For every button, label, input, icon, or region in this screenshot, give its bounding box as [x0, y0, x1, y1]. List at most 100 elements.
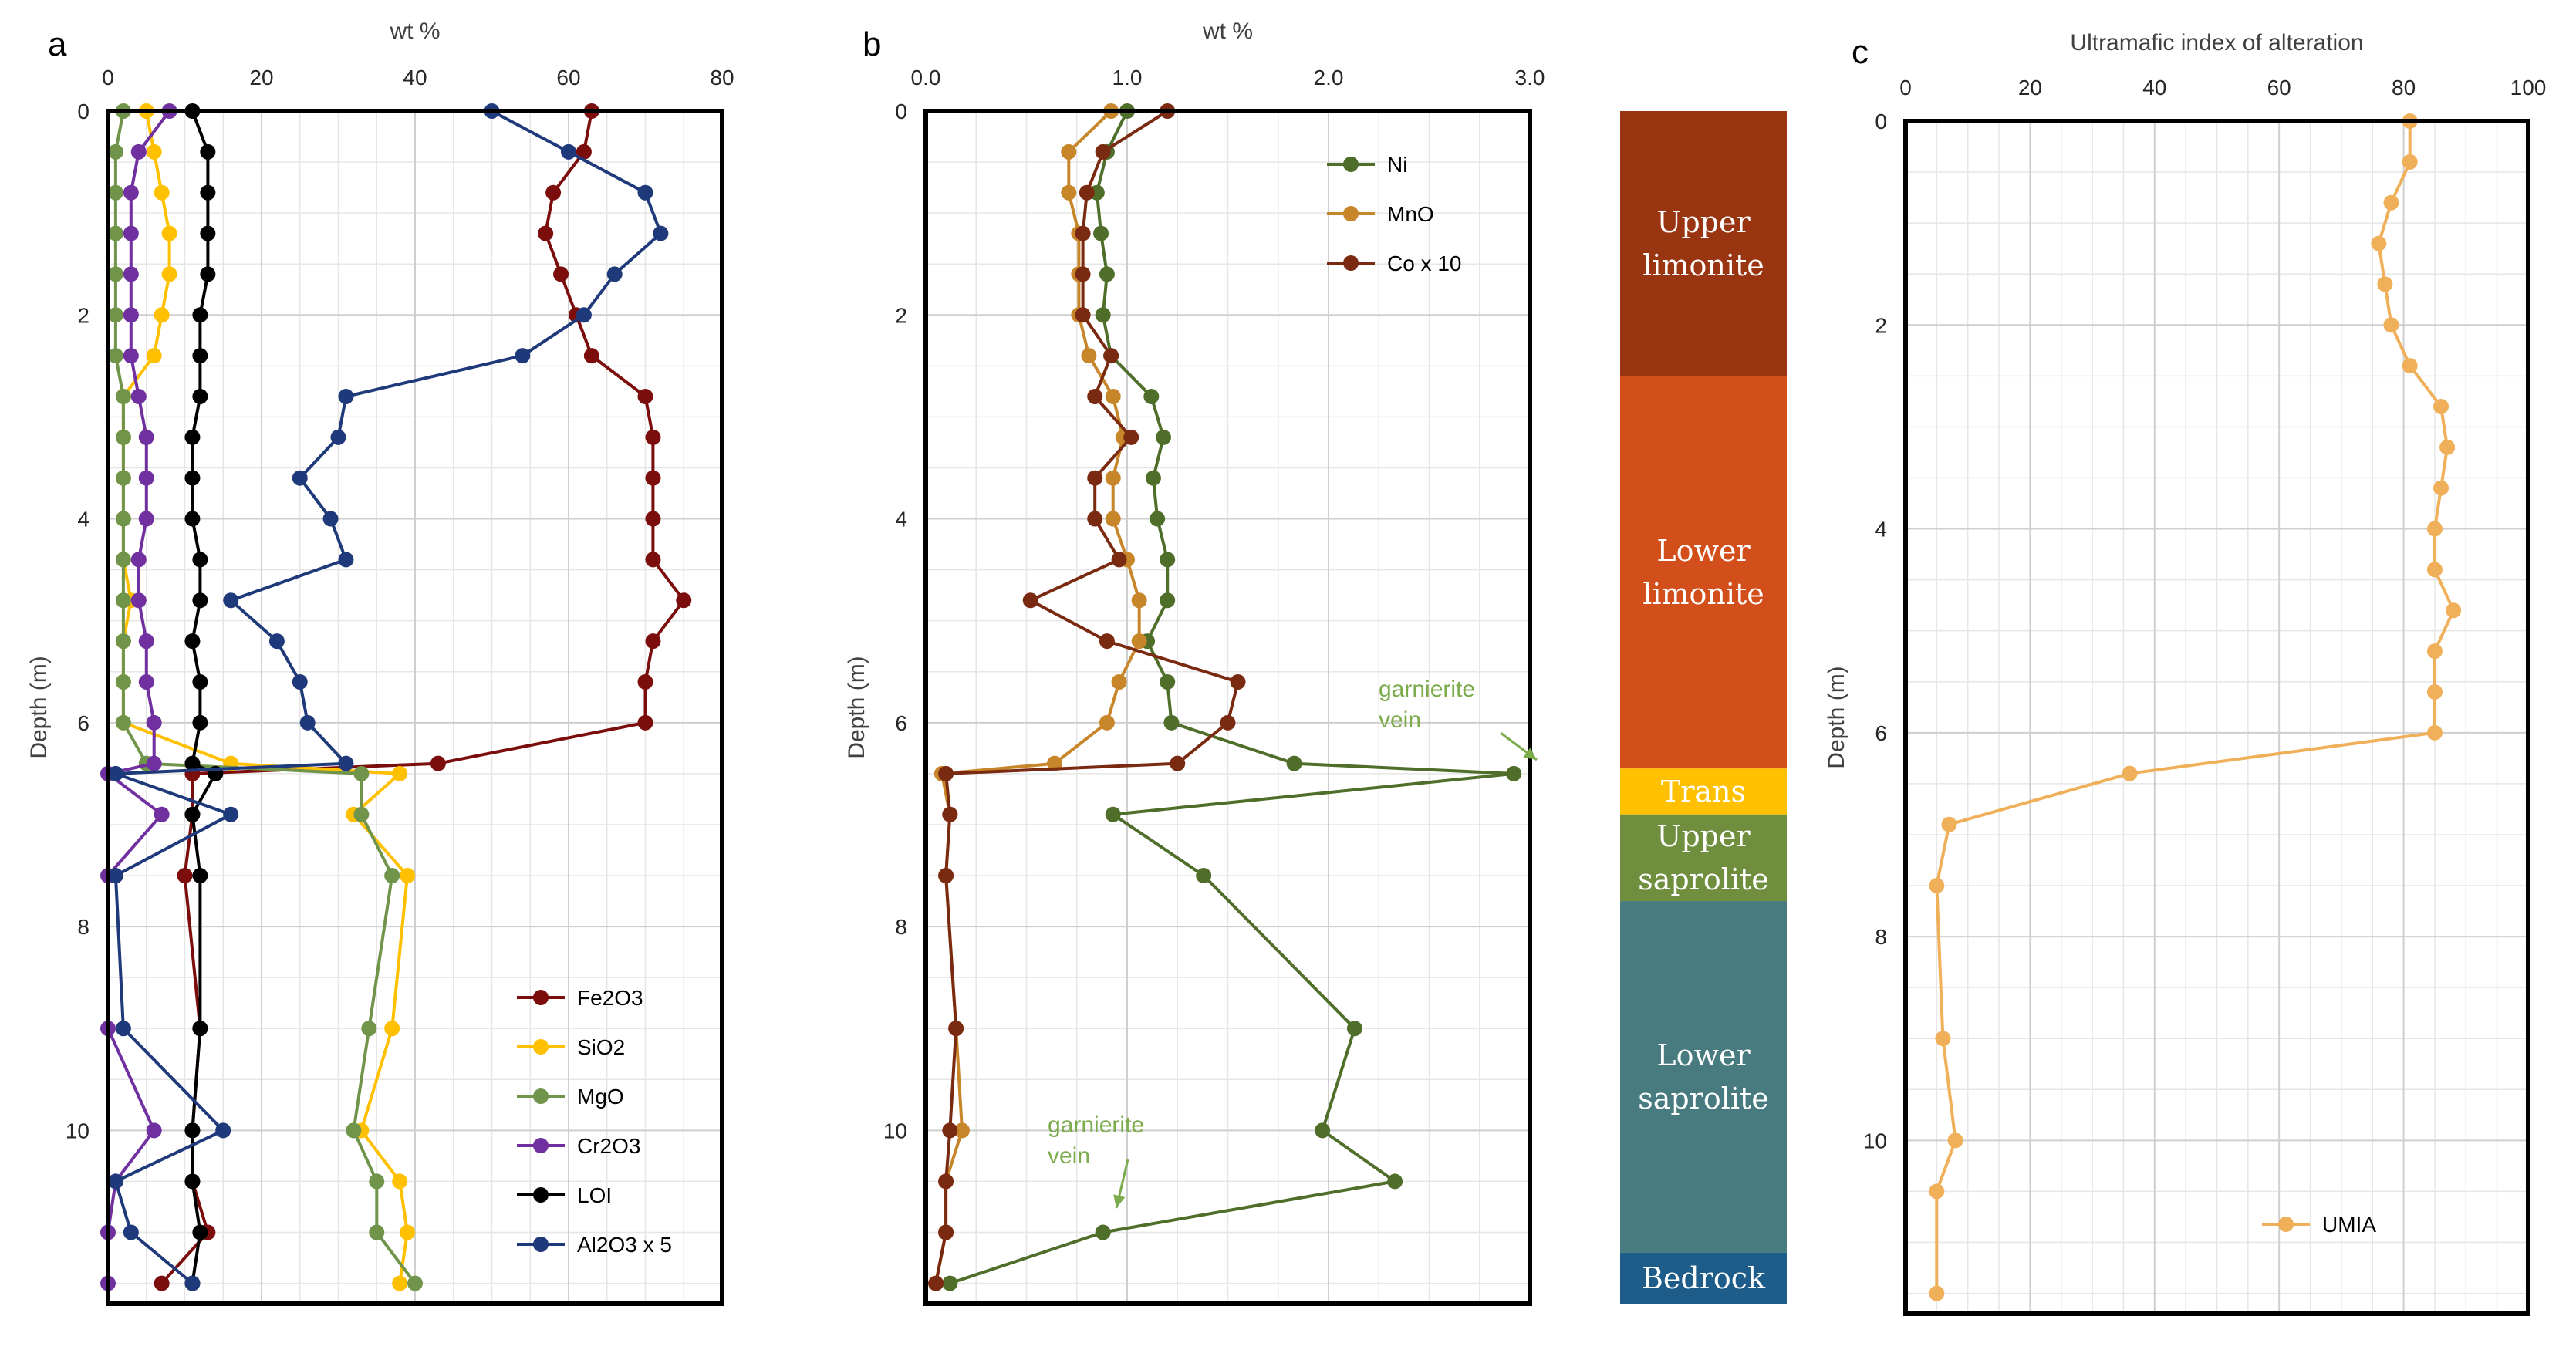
data-point — [107, 266, 123, 282]
data-point — [146, 714, 162, 731]
zone-block — [1620, 111, 1787, 376]
data-point — [154, 184, 170, 201]
data-point — [430, 755, 446, 771]
data-point — [1111, 673, 1127, 690]
data-point — [107, 765, 123, 781]
zone-block — [1620, 768, 1787, 815]
data-point — [184, 1122, 201, 1139]
series-Cr2O3 — [100, 103, 177, 1291]
y-tick-label: 10 — [883, 1119, 907, 1142]
data-point — [1095, 143, 1111, 160]
data-point — [138, 429, 154, 445]
data-point — [215, 1122, 231, 1139]
data-point — [645, 633, 661, 650]
legend-label: UMIA — [2322, 1213, 2376, 1237]
y-tick-label: 10 — [1863, 1129, 1887, 1153]
data-point — [1095, 307, 1111, 323]
data-point — [369, 1173, 385, 1190]
data-point — [2426, 683, 2443, 700]
y-tick-label: 2 — [77, 303, 89, 327]
series-line — [106, 110, 171, 1284]
data-point — [1087, 388, 1103, 404]
y-tick-label: 4 — [895, 508, 907, 532]
panel-letter-b: b — [863, 25, 881, 63]
data-point — [115, 429, 131, 445]
annotation-garnierite-vein: garnierite vein — [1379, 677, 1538, 761]
data-point — [576, 307, 592, 323]
y-tick-label: 8 — [77, 915, 89, 939]
legend-swatch-marker — [533, 1088, 549, 1104]
data-point — [115, 673, 131, 690]
data-point — [1220, 714, 1236, 731]
data-point — [200, 184, 216, 201]
x-tick-label: 20 — [249, 66, 273, 89]
data-point — [184, 1275, 201, 1291]
data-point — [192, 552, 208, 568]
data-point — [392, 1173, 408, 1190]
series-Al2O3 x 5 — [107, 103, 669, 1291]
data-point — [545, 184, 562, 201]
data-point — [553, 266, 569, 282]
data-point — [138, 633, 154, 650]
legend-label: LOI — [577, 1183, 612, 1207]
legend-label: Co x 10 — [1387, 251, 1462, 275]
data-point — [392, 765, 408, 781]
data-point — [1131, 592, 1147, 609]
x-tick-label: 0.0 — [911, 66, 941, 89]
data-point — [561, 143, 576, 160]
annotation-text: vein — [1379, 707, 1421, 733]
y-tick-label: 0 — [77, 100, 89, 123]
data-point — [1099, 266, 1115, 282]
legend-swatch-marker — [1343, 255, 1359, 271]
data-point — [1160, 552, 1176, 568]
y-tick-label: 4 — [77, 508, 89, 532]
series-UMIA — [1929, 113, 2462, 1301]
legend-label: MgO — [577, 1085, 624, 1109]
y-tick-label: 8 — [895, 915, 907, 939]
data-point — [2426, 521, 2443, 537]
legend-swatch-marker — [1343, 206, 1359, 221]
data-point — [200, 266, 216, 282]
data-point — [2426, 724, 2443, 741]
data-point — [322, 511, 339, 527]
data-point — [184, 806, 201, 822]
data-point — [1315, 1122, 1331, 1139]
annotation-arrowhead — [1523, 748, 1537, 760]
data-point — [1131, 633, 1147, 650]
data-point — [154, 1275, 170, 1291]
series-Ni — [942, 103, 1522, 1291]
y-tick-label: 6 — [1875, 721, 1887, 745]
data-point — [192, 307, 208, 323]
data-point — [292, 673, 308, 690]
legend-label: Cr2O3 — [577, 1134, 640, 1158]
data-point — [161, 266, 177, 282]
panel-c: c 0 20 40 60 80 100 0 2 4 6 8 10 Ultramafic index of … — [1824, 30, 2546, 1316]
data-point — [154, 806, 170, 822]
data-point — [138, 470, 154, 486]
y-tick-label: 0 — [895, 100, 907, 123]
data-point — [1160, 592, 1176, 609]
data-point — [192, 348, 208, 364]
data-point — [299, 714, 316, 731]
data-point — [161, 225, 177, 241]
y-tick-label: 8 — [1875, 925, 1887, 949]
data-point — [384, 868, 400, 884]
data-point — [123, 307, 139, 323]
legend-swatch-marker — [533, 1039, 549, 1055]
data-point — [1061, 143, 1077, 160]
data-point — [1079, 184, 1095, 201]
data-point — [1160, 673, 1176, 690]
legend-label: Ni — [1387, 153, 1407, 177]
data-point — [369, 1224, 385, 1240]
data-point — [1929, 1285, 1945, 1301]
data-point — [107, 1173, 123, 1190]
data-point — [123, 184, 139, 201]
data-point — [1387, 1173, 1403, 1190]
legend-swatch-marker — [533, 1138, 549, 1153]
data-point — [1099, 714, 1115, 731]
data-point — [1143, 388, 1160, 404]
y-tick-label: 4 — [1875, 518, 1887, 542]
zone-label: saprolite — [1638, 1082, 1769, 1115]
data-point — [192, 388, 208, 404]
data-point — [1155, 429, 1171, 445]
